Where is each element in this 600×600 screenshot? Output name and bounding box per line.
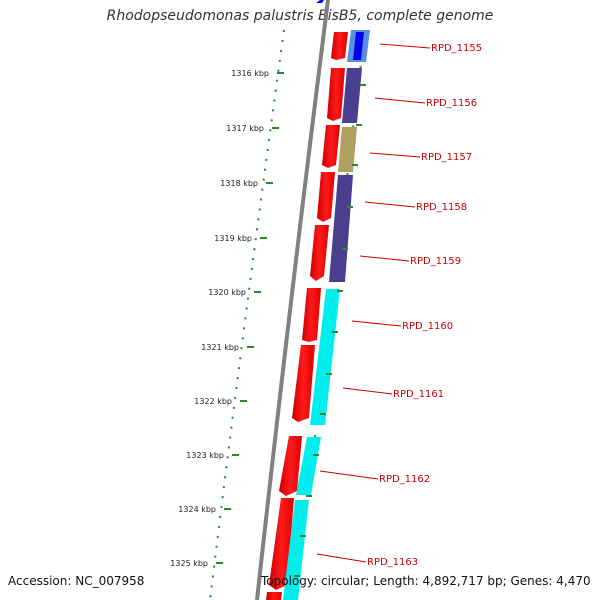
kbp-tick-label: 1324 kbp bbox=[178, 505, 216, 514]
cog-block-purple bbox=[342, 68, 362, 123]
cds-arrow bbox=[279, 436, 302, 496]
kbp-tick-label: 1322 kbp bbox=[194, 397, 232, 406]
cog-block-purple bbox=[329, 175, 353, 282]
kbp-tick-label: 1320 kbp bbox=[208, 288, 246, 297]
gene-label-leader bbox=[359, 255, 410, 262]
gene-labels: RPD_1155 RPD_1156 RPD_1157 RPD_1158 RPD_1159… bbox=[316, 43, 482, 568]
cds-arrow bbox=[292, 345, 315, 422]
gene-label: RPD_1161 bbox=[393, 389, 444, 400]
kbp-ticks: 1316 kbp 1317 kbp 1318 kbp 1319 kbp 1320 kbp… bbox=[170, 69, 284, 568]
gene-label: RPD_1158 bbox=[416, 202, 467, 213]
cog-block-cyan bbox=[283, 500, 309, 600]
gene-label-leader bbox=[364, 201, 416, 208]
cds-arrow bbox=[310, 225, 329, 281]
gene-label-leader bbox=[369, 152, 421, 158]
genome-backbone bbox=[255, 0, 330, 600]
kbp-scale-ring bbox=[209, 29, 285, 600]
gene-label: RPD_1156 bbox=[426, 98, 477, 109]
cog-block-cyan bbox=[296, 437, 321, 495]
topology-text: Topology: circular; Length: 4,892,717 bp… bbox=[261, 574, 591, 588]
kbp-tick-label: 1318 kbp bbox=[220, 179, 258, 188]
gene-label-leader bbox=[316, 553, 367, 563]
gene-label-leader bbox=[351, 320, 402, 327]
cog-block-olive bbox=[338, 127, 357, 172]
kbp-tick-label: 1319 kbp bbox=[214, 234, 252, 243]
kbp-tick-label: 1325 kbp bbox=[170, 559, 208, 568]
cds-arrow bbox=[317, 172, 335, 222]
map-title: Rhodopseudomonas palustris BisB5, comple… bbox=[106, 8, 494, 24]
gene-label-leader bbox=[379, 43, 431, 49]
gene-label: RPD_1155 bbox=[431, 43, 482, 54]
kbp-tick-label: 1321 kbp bbox=[201, 343, 239, 352]
cds-arrow bbox=[327, 68, 345, 121]
cds-arrow bbox=[331, 32, 348, 60]
cog-block-blue bbox=[353, 32, 364, 60]
accession-text: Accession: NC_007958 bbox=[8, 574, 145, 588]
cds-arrow bbox=[322, 125, 340, 168]
cds-arrow bbox=[316, 0, 324, 3]
gene-label-leader bbox=[374, 97, 426, 104]
kbp-tick-label: 1317 kbp bbox=[226, 124, 264, 133]
gene-label: RPD_1157 bbox=[421, 152, 472, 163]
gene-label-leader bbox=[342, 387, 393, 395]
gene-label-leader bbox=[319, 470, 379, 480]
cog-block-cyan bbox=[310, 289, 340, 425]
kbp-tick-label: 1323 kbp bbox=[186, 451, 224, 460]
gene-label: RPD_1160 bbox=[402, 321, 453, 332]
kbp-tick-label: 1316 kbp bbox=[231, 69, 269, 78]
gene-label: RPD_1163 bbox=[367, 557, 418, 568]
gene-label: RPD_1159 bbox=[410, 256, 461, 267]
gene-label: RPD_1162 bbox=[379, 474, 430, 485]
cog-ticks bbox=[294, 84, 366, 577]
cds-arrow bbox=[302, 288, 321, 342]
cds-arrow bbox=[266, 592, 282, 600]
